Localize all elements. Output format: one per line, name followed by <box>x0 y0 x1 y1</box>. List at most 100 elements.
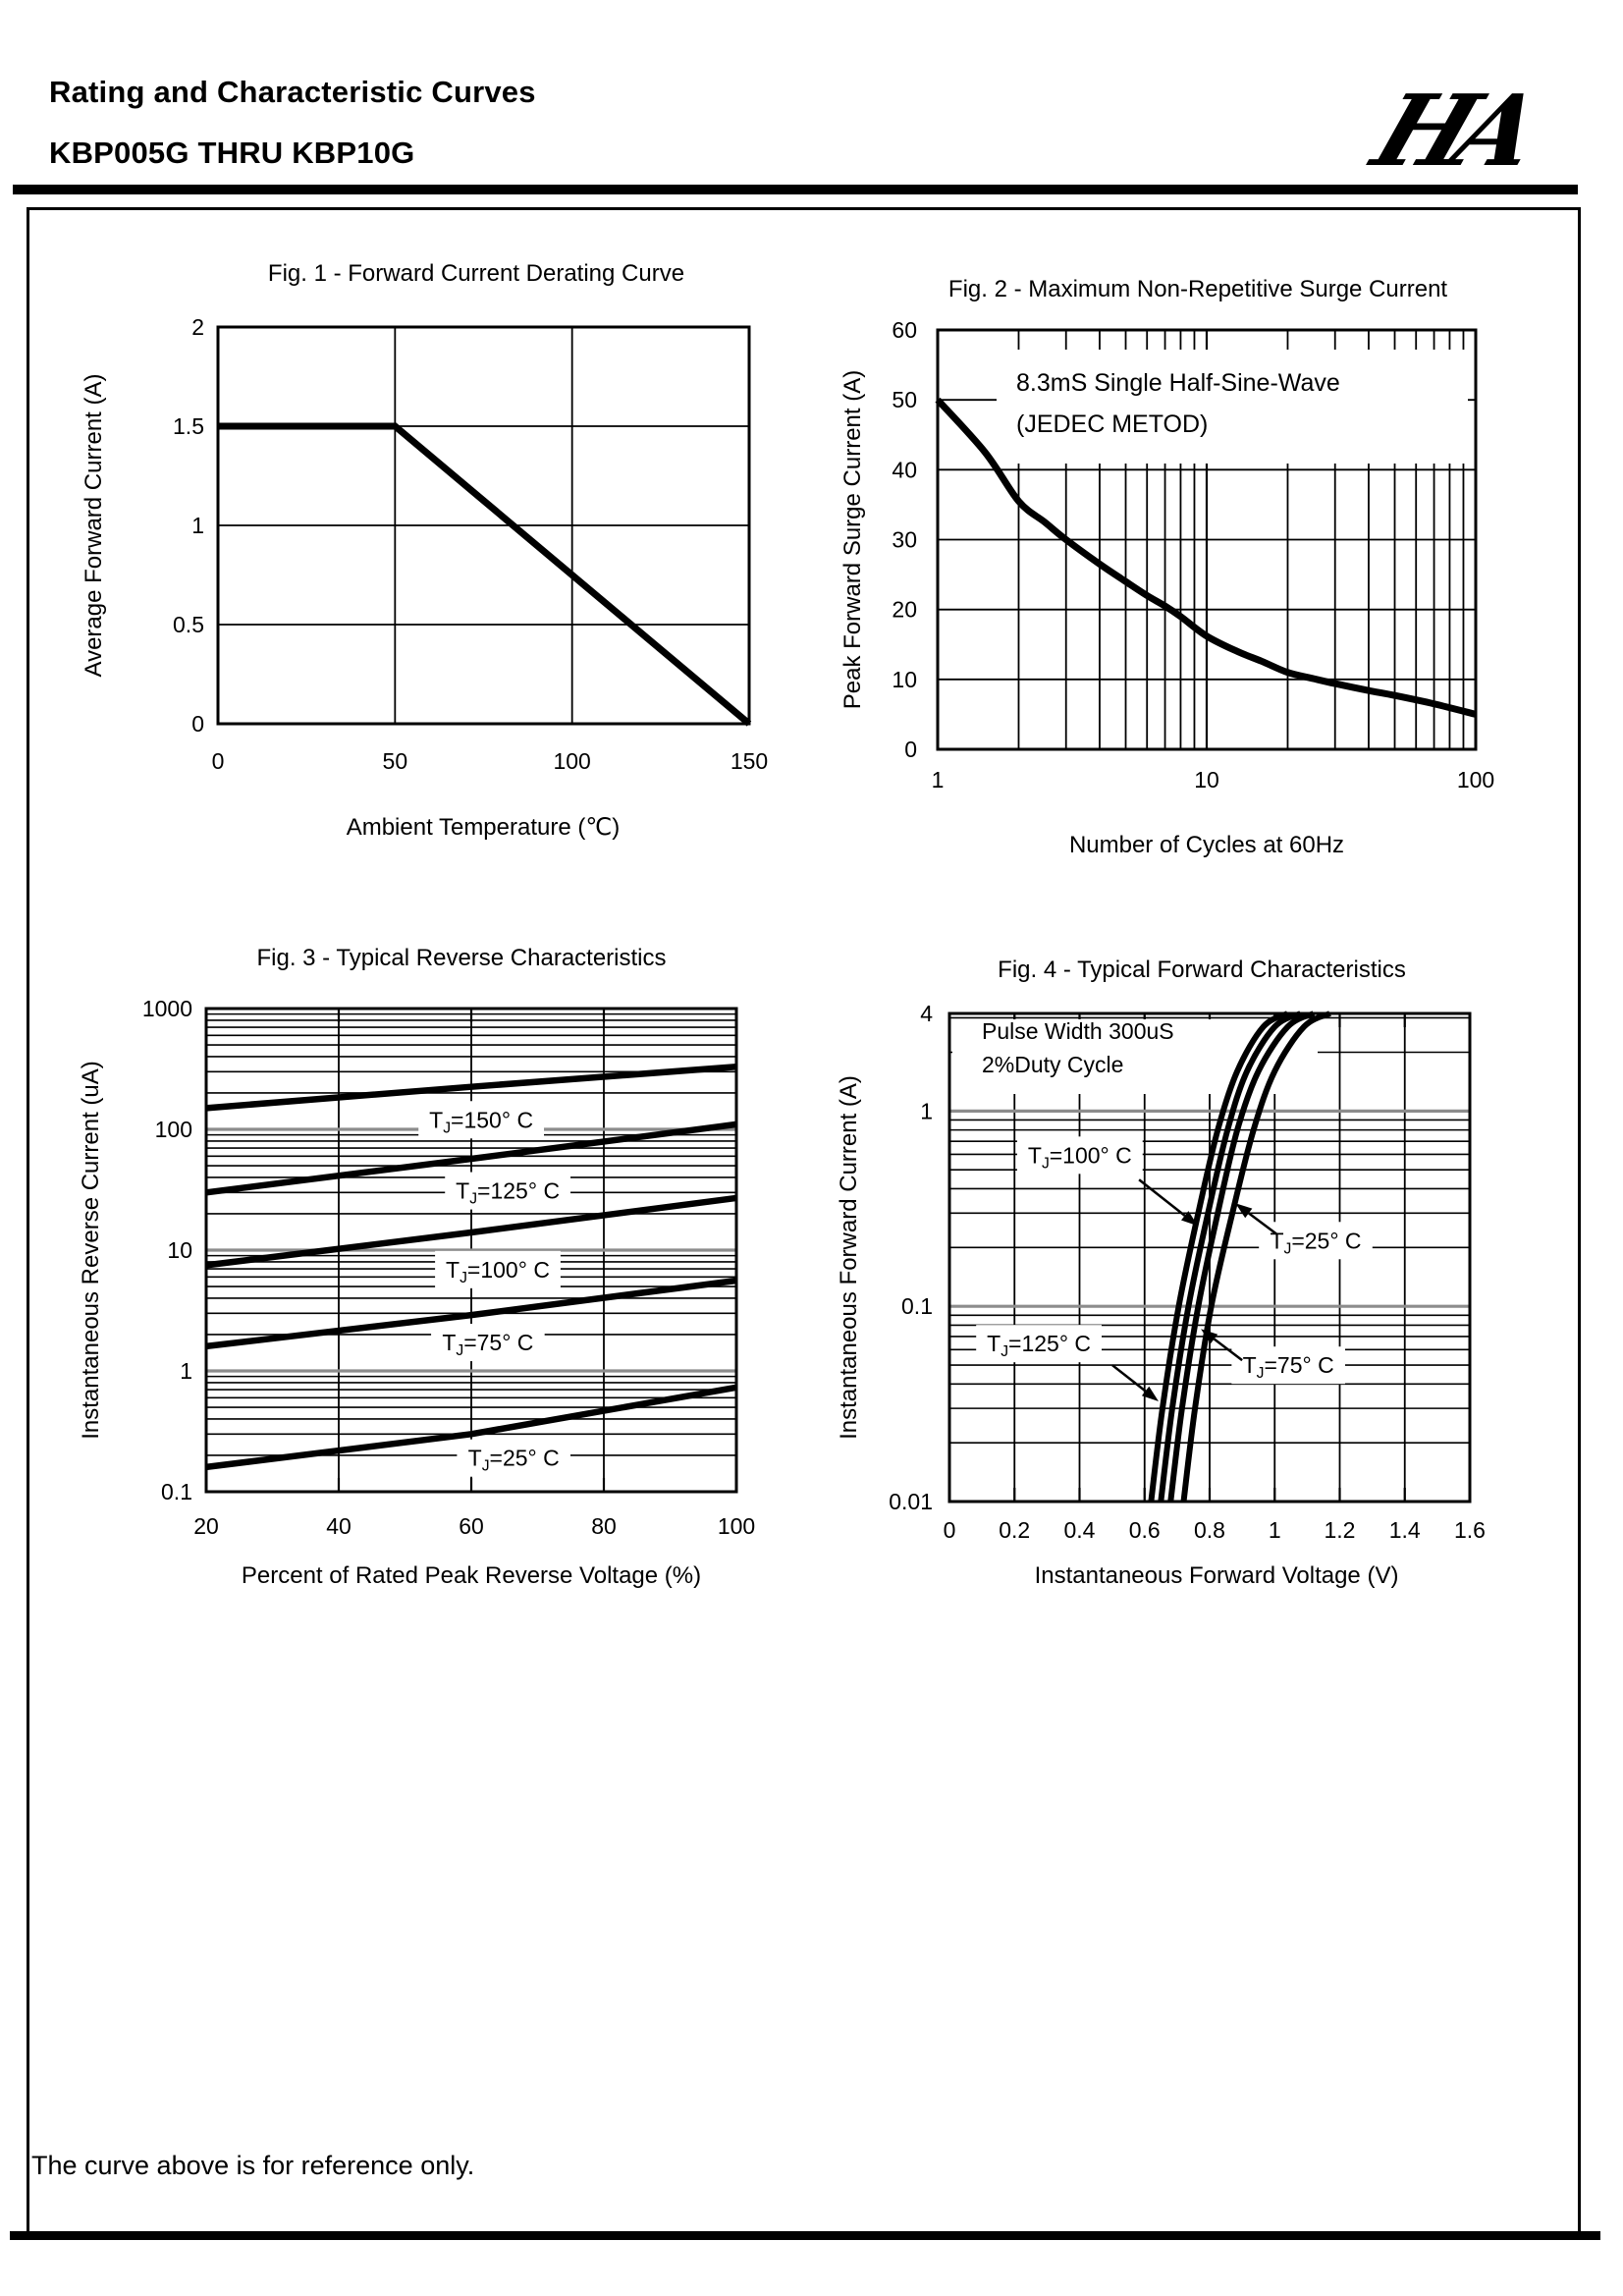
fig1-forward-current-derating-chart: 0 50 100 150 0 0.5 1 1.5 2 Fig. 1 - Forward Curre… <box>39 236 805 884</box>
curve-average-forward-current <box>218 422 752 727</box>
grid-lines <box>206 1009 736 1492</box>
chart-title: Fig. 2 - Maximum Non-Repetitive Surge Cu… <box>948 276 1448 302</box>
curve-tj-75c <box>1167 1011 1316 1503</box>
svg-text:1.5: 1.5 <box>173 413 204 439</box>
svg-text:TJ=75° C: TJ=75° C <box>442 1330 533 1359</box>
svg-text:100: 100 <box>1457 767 1494 793</box>
chart-title: Fig. 1 - Forward Current Derating Curve <box>268 260 684 287</box>
svg-text:30: 30 <box>892 527 917 553</box>
y-tick-labels: 0 0.5 1 1.5 2 <box>173 314 204 737</box>
curve-tj-25c <box>1180 1011 1331 1503</box>
svg-text:1: 1 <box>920 1098 933 1123</box>
svg-text:1: 1 <box>180 1358 192 1384</box>
svg-text:TJ=25° C: TJ=25° C <box>468 1446 560 1475</box>
y-axis-title: Instantaneous Reverse Current (uA) <box>78 1061 104 1440</box>
reference-note: The curve above is for reference only. <box>31 2151 475 2180</box>
svg-text:10: 10 <box>167 1237 192 1263</box>
plot-frame <box>936 328 1478 751</box>
svg-text:Pulse Width 300uS: Pulse Width 300uS <box>982 1018 1174 1044</box>
svg-text:2: 2 <box>191 314 204 340</box>
svg-text:0.1: 0.1 <box>161 1479 192 1504</box>
svg-text:1.4: 1.4 <box>1389 1517 1421 1543</box>
brand-logo-graphic: HA <box>1357 74 1553 189</box>
svg-text:20: 20 <box>193 1513 219 1539</box>
svg-text:150: 150 <box>730 748 768 774</box>
plot-frame <box>947 1011 1472 1503</box>
svg-text:1.6: 1.6 <box>1454 1517 1486 1543</box>
curve-tj-100c <box>1158 1011 1303 1503</box>
svg-text:0: 0 <box>212 748 225 774</box>
curve-tj-125c <box>1148 1011 1289 1503</box>
svg-text:10: 10 <box>1194 767 1219 793</box>
svg-text:100: 100 <box>155 1117 192 1142</box>
y-axis-title: Peak Forward Surge Current (A) <box>839 370 866 709</box>
svg-text:TJ=125° C: TJ=125° C <box>456 1178 560 1208</box>
brand-logo: HA <box>1357 47 1586 189</box>
page-title: Rating and Characteristic Curves <box>49 75 536 109</box>
svg-text:10: 10 <box>892 667 917 692</box>
curve-peak-forward-surge-current <box>935 397 1477 718</box>
inner-tick-marks <box>337 1009 606 1492</box>
y-axis-title: Instantaneous Forward Current (A) <box>836 1075 862 1440</box>
svg-text:TJ=150° C: TJ=150° C <box>429 1107 533 1136</box>
svg-text:0: 0 <box>944 1517 956 1543</box>
fig3-svg: TJ=150° C TJ=125° C TJ=100° C TJ=75° C TJ=25… <box>78 945 755 1589</box>
svg-text:0.1: 0.1 <box>901 1293 933 1319</box>
x-axis-title: Percent of Rated Peak Reverse Voltage (%… <box>242 1562 701 1589</box>
svg-text:TJ=25° C: TJ=25° C <box>1270 1228 1361 1257</box>
annotation: 8.3mS Single Half-Sine-Wave (JEDEC METOD) <box>997 350 1468 464</box>
x-axis-title: Ambient Temperature (℃) <box>347 814 621 841</box>
x-tick-labels: 0 0.2 0.4 0.6 0.8 1 1.2 1.4 1.6 <box>944 1517 1486 1543</box>
curve-tj-150c <box>205 1063 737 1112</box>
x-tick-labels: 20 40 60 80 100 <box>193 1513 755 1539</box>
svg-text:1: 1 <box>1269 1517 1281 1543</box>
plot-frame <box>204 1007 738 1494</box>
svg-text:100: 100 <box>718 1513 755 1539</box>
fig4-svg: Pulse Width 300uS 2%Duty Cycle TJ=100° C TJ… <box>836 957 1486 1589</box>
svg-text:2%Duty Cycle: 2%Duty Cycle <box>982 1052 1123 1077</box>
svg-text:50: 50 <box>892 387 917 412</box>
svg-text:60: 60 <box>892 317 917 343</box>
svg-text:4: 4 <box>920 1001 933 1026</box>
svg-text:0.4: 0.4 <box>1064 1517 1096 1543</box>
header-rule <box>13 185 1578 194</box>
svg-text:0: 0 <box>191 711 204 737</box>
svg-text:8.3mS Single Half-Sine-Wave: 8.3mS Single Half-Sine-Wave <box>1016 369 1340 397</box>
fig2-svg: 8.3mS Single Half-Sine-Wave (JEDEC METOD)… <box>839 276 1494 858</box>
svg-text:80: 80 <box>591 1513 617 1539</box>
svg-text:100: 100 <box>553 748 590 774</box>
x-axis-title: Instantaneous Forward Voltage (V) <box>1035 1562 1399 1589</box>
fig2-max-surge-current-chart: 8.3mS Single Half-Sine-Wave (JEDEC METOD)… <box>815 236 1581 884</box>
svg-text:(JEDEC METOD): (JEDEC METOD) <box>1016 410 1208 438</box>
svg-text:40: 40 <box>326 1513 352 1539</box>
svg-text:0.5: 0.5 <box>173 612 204 637</box>
bottom-rule <box>10 2231 1600 2240</box>
svg-text:1000: 1000 <box>142 996 192 1021</box>
plot-frame <box>216 325 751 726</box>
fig4-forward-characteristics-chart: Pulse Width 300uS 2%Duty Cycle TJ=100° C TJ… <box>815 933 1581 1620</box>
svg-text:20: 20 <box>892 597 917 623</box>
svg-text:0: 0 <box>904 737 917 762</box>
grid-lines <box>218 327 749 724</box>
brand-logo-text: HA <box>1360 74 1552 183</box>
x-axis-title: Number of Cycles at 60Hz <box>1069 832 1344 858</box>
series-labels: TJ=150° C TJ=125° C TJ=100° C TJ=75° C TJ=25… <box>418 1101 571 1477</box>
y-tick-labels: 0.01 0.1 1 4 <box>889 1001 933 1514</box>
y-tick-labels: 0.1 1 10 100 1000 <box>142 996 192 1504</box>
svg-text:TJ=100° C: TJ=100° C <box>1028 1142 1132 1172</box>
svg-text:1: 1 <box>191 513 204 538</box>
svg-text:TJ=75° C: TJ=75° C <box>1243 1352 1334 1382</box>
svg-text:0.01: 0.01 <box>889 1489 933 1514</box>
curve-tj-25c <box>205 1384 737 1471</box>
fig3-reverse-characteristics-chart: TJ=150° C TJ=125° C TJ=100° C TJ=75° C TJ=25… <box>39 933 805 1620</box>
y-tick-labels: 0 10 20 30 40 50 60 <box>892 317 917 762</box>
y-axis-title: Average Forward Current (A) <box>81 374 107 678</box>
svg-text:TJ=125° C: TJ=125° C <box>987 1331 1091 1360</box>
svg-text:50: 50 <box>383 748 408 774</box>
part-number-range: KBP005G THRU KBP10G <box>49 136 415 170</box>
curve-tj-100c <box>205 1194 737 1269</box>
chart-title: Fig. 4 - Typical Forward Characteristics <box>998 957 1406 983</box>
svg-text:TJ=100° C: TJ=100° C <box>446 1257 550 1286</box>
inner-tick-marks <box>1013 1013 1406 1502</box>
